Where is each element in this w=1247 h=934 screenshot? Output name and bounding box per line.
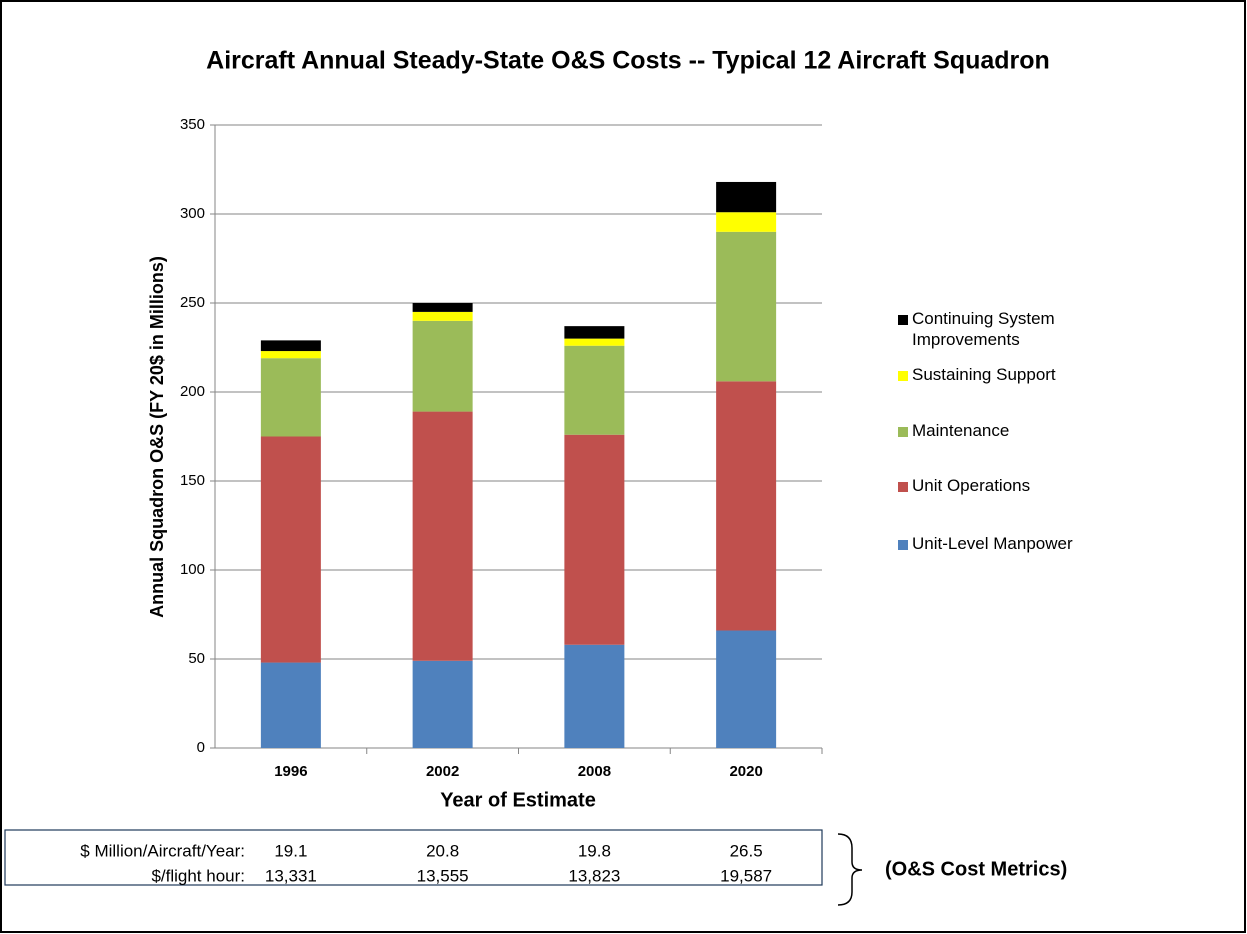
bar-segment	[412, 320, 473, 412]
bar-segment	[564, 345, 625, 435]
y-tick-label: 0	[197, 739, 205, 756]
bar-segment	[564, 326, 625, 339]
legend-entry: Maintenance	[912, 421, 1010, 440]
bar-segment	[716, 231, 777, 382]
legend-label: Continuing System Improvements	[912, 309, 1055, 349]
y-tick-label: 300	[180, 205, 205, 222]
table-cell: 19,587	[720, 866, 772, 885]
bar-segment	[260, 436, 321, 663]
bar-segment	[564, 434, 625, 645]
table-cell: 19.8	[578, 841, 611, 860]
legend-entry: Sustaining Support	[912, 365, 1056, 384]
bar-segment	[716, 630, 777, 748]
bar-segment	[260, 358, 321, 437]
bar-segment	[716, 181, 777, 213]
legend-label: Maintenance	[912, 421, 1010, 440]
legend-swatch	[898, 315, 908, 325]
bar-segment	[412, 303, 473, 312]
legend-label: Unit Operations	[912, 476, 1031, 495]
y-axis-label: Annual Squadron O&S (FY 20$ in Millions)	[147, 256, 167, 618]
bar-segment	[412, 311, 473, 321]
y-tick-label: 50	[188, 650, 205, 667]
x-tick-label: 2002	[426, 763, 459, 780]
bar-segment	[564, 644, 625, 748]
bar-segment	[716, 212, 777, 232]
bar-segment	[412, 660, 473, 748]
table-cell: 13,823	[568, 866, 620, 885]
table-cell: 13,331	[265, 866, 317, 885]
legend-label: Unit-Level Manpower	[912, 534, 1073, 553]
legend-entry: Continuing System Improvements	[912, 309, 1055, 349]
legend-label: Sustaining Support	[912, 365, 1056, 384]
bar-segment	[260, 662, 321, 748]
x-tick-label: 2020	[729, 763, 762, 780]
y-tick-label: 350	[180, 116, 205, 133]
x-tick-label: 2008	[578, 763, 611, 780]
legend-swatch	[898, 482, 908, 492]
table-cell: 26.5	[730, 841, 763, 860]
bracket	[837, 833, 863, 906]
bar-segment	[564, 338, 625, 346]
legend-swatch	[898, 371, 908, 381]
legend-swatch	[898, 540, 908, 550]
table-row-label: $/flight hour:	[151, 866, 245, 885]
bar-segment	[412, 411, 473, 661]
x-tick-label: 1996	[274, 763, 307, 780]
x-axis-label: Year of Estimate	[440, 789, 596, 811]
y-tick-label: 100	[180, 561, 205, 578]
bar-segment	[260, 340, 321, 352]
legend-swatch	[898, 427, 908, 437]
y-tick-label: 200	[180, 383, 205, 400]
metrics-note: (O&S Cost Metrics)	[885, 858, 1067, 880]
y-tick-label: 150	[180, 472, 205, 489]
table-row-label: $ Million/Aircraft/Year:	[80, 841, 245, 860]
table-cell: 19.1	[274, 841, 307, 860]
y-tick-label: 250	[180, 294, 205, 311]
table-cell: 13,555	[417, 866, 469, 885]
bar-segment	[716, 381, 777, 631]
chart-title: Aircraft Annual Steady-State O&S Costs -…	[206, 47, 1050, 75]
table-cell: 20.8	[426, 841, 459, 860]
bar-segment	[260, 351, 321, 359]
legend-entry: Unit-Level Manpower	[912, 534, 1073, 553]
legend-entry: Unit Operations	[912, 476, 1031, 495]
metrics-box	[4, 829, 823, 886]
